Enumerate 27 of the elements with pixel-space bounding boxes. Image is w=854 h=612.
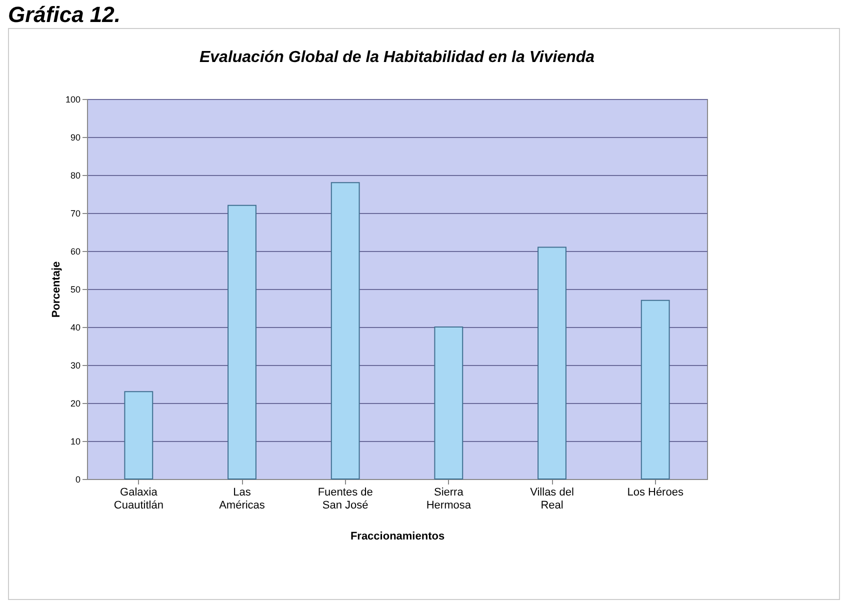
bar	[228, 204, 256, 480]
y-tick-label: 90	[70, 132, 80, 142]
x-tick-label: Galaxia Cuautitlán	[114, 486, 164, 512]
y-tick-label: 20	[70, 398, 80, 408]
y-tick-label: 100	[65, 94, 80, 104]
x-tick-label: Sierra Hermosa	[426, 486, 472, 512]
bar	[124, 391, 154, 480]
x-tick-label: Los Héroes	[627, 486, 684, 498]
y-tick-label: 50	[70, 284, 80, 294]
y-tick-label: 10	[70, 436, 80, 446]
y-tick-label: 70	[70, 208, 80, 218]
y-tick-label: 30	[70, 360, 80, 370]
text: Gráfica 12.	[8, 2, 122, 28]
chart-title: Evaluación Global de la Habitabilidad en la Vivienda	[199, 49, 595, 66]
bar	[330, 182, 360, 480]
x-tick-label: Villas del Real	[530, 486, 574, 512]
x-tick-label: Las Américas	[219, 486, 266, 512]
y-axis-title: Porcentaje	[50, 261, 62, 318]
bar	[434, 326, 464, 480]
y-tick-label: 80	[70, 170, 80, 180]
bar	[640, 300, 670, 480]
x-axis-title: Fraccionamientos	[350, 530, 445, 542]
y-tick-label: 60	[70, 246, 80, 256]
bar	[538, 246, 566, 480]
x-tick-label: Fuentes de San José	[318, 486, 373, 512]
y-tick-label: 0	[75, 474, 80, 484]
y-tick-label: 40	[70, 322, 80, 332]
